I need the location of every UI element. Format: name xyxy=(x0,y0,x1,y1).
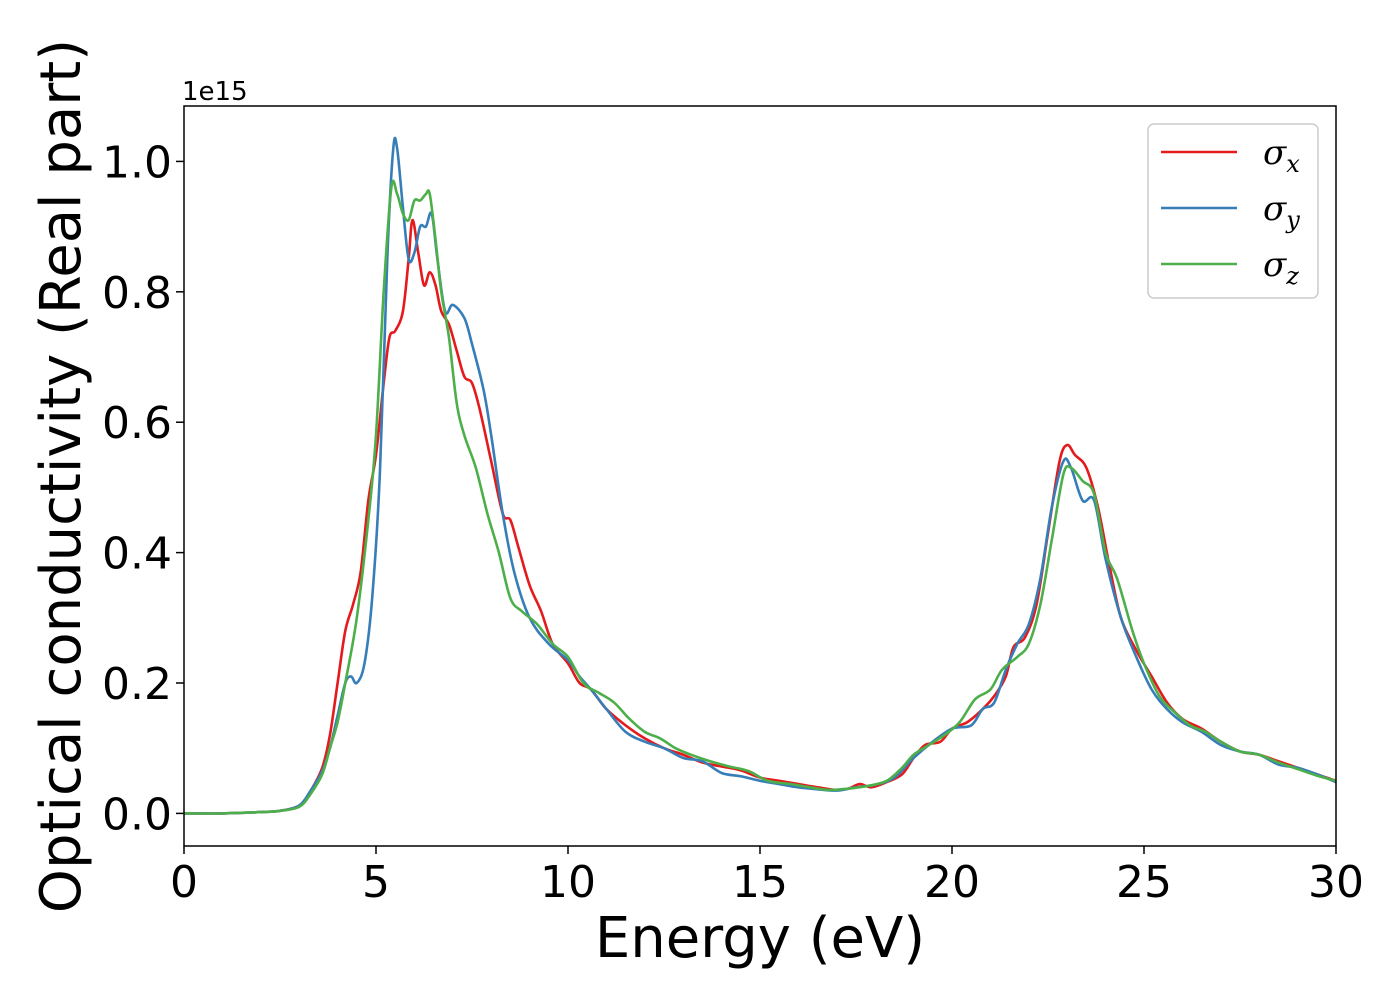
x-tick-label: 0 xyxy=(170,857,198,908)
legend-label-x: σx xyxy=(1263,133,1300,178)
y-tick-label: 0.6 xyxy=(102,398,172,449)
series-line-z xyxy=(184,179,1336,815)
y-offset-label: 1e15 xyxy=(182,77,248,107)
y-tick-label: 0.2 xyxy=(102,659,172,710)
x-tick-label: 10 xyxy=(540,857,596,908)
x-axis-ticks: 0 5 10 15 20 25 30 xyxy=(170,846,1364,908)
plot-area xyxy=(184,106,1336,846)
legend: σx σy σz xyxy=(1147,123,1319,299)
y-tick-label: 0.0 xyxy=(102,789,172,840)
x-tick-label: 20 xyxy=(924,857,980,908)
y-tick-label: 0.4 xyxy=(102,529,172,580)
legend-box xyxy=(1147,123,1319,299)
x-tick-label: 30 xyxy=(1308,857,1364,908)
x-axis-label: Energy (eV) xyxy=(595,906,925,971)
x-tick-label: 25 xyxy=(1116,857,1172,908)
x-tick-label: 15 xyxy=(732,857,788,908)
x-tick-label: 5 xyxy=(362,857,390,908)
series-line-x xyxy=(184,218,1336,815)
series-layer xyxy=(184,136,1336,815)
series-line-y xyxy=(184,136,1336,815)
y-tick-label: 0.8 xyxy=(102,268,172,319)
y-axis-label: Optical conductivity (Real part) xyxy=(29,39,94,913)
y-tick-label: 1.0 xyxy=(102,137,172,188)
legend-label-z: σz xyxy=(1263,245,1299,290)
legend-label-y: σy xyxy=(1263,189,1300,234)
y-axis-ticks: 0.0 0.2 0.4 0.6 0.8 1.0 xyxy=(102,137,184,840)
